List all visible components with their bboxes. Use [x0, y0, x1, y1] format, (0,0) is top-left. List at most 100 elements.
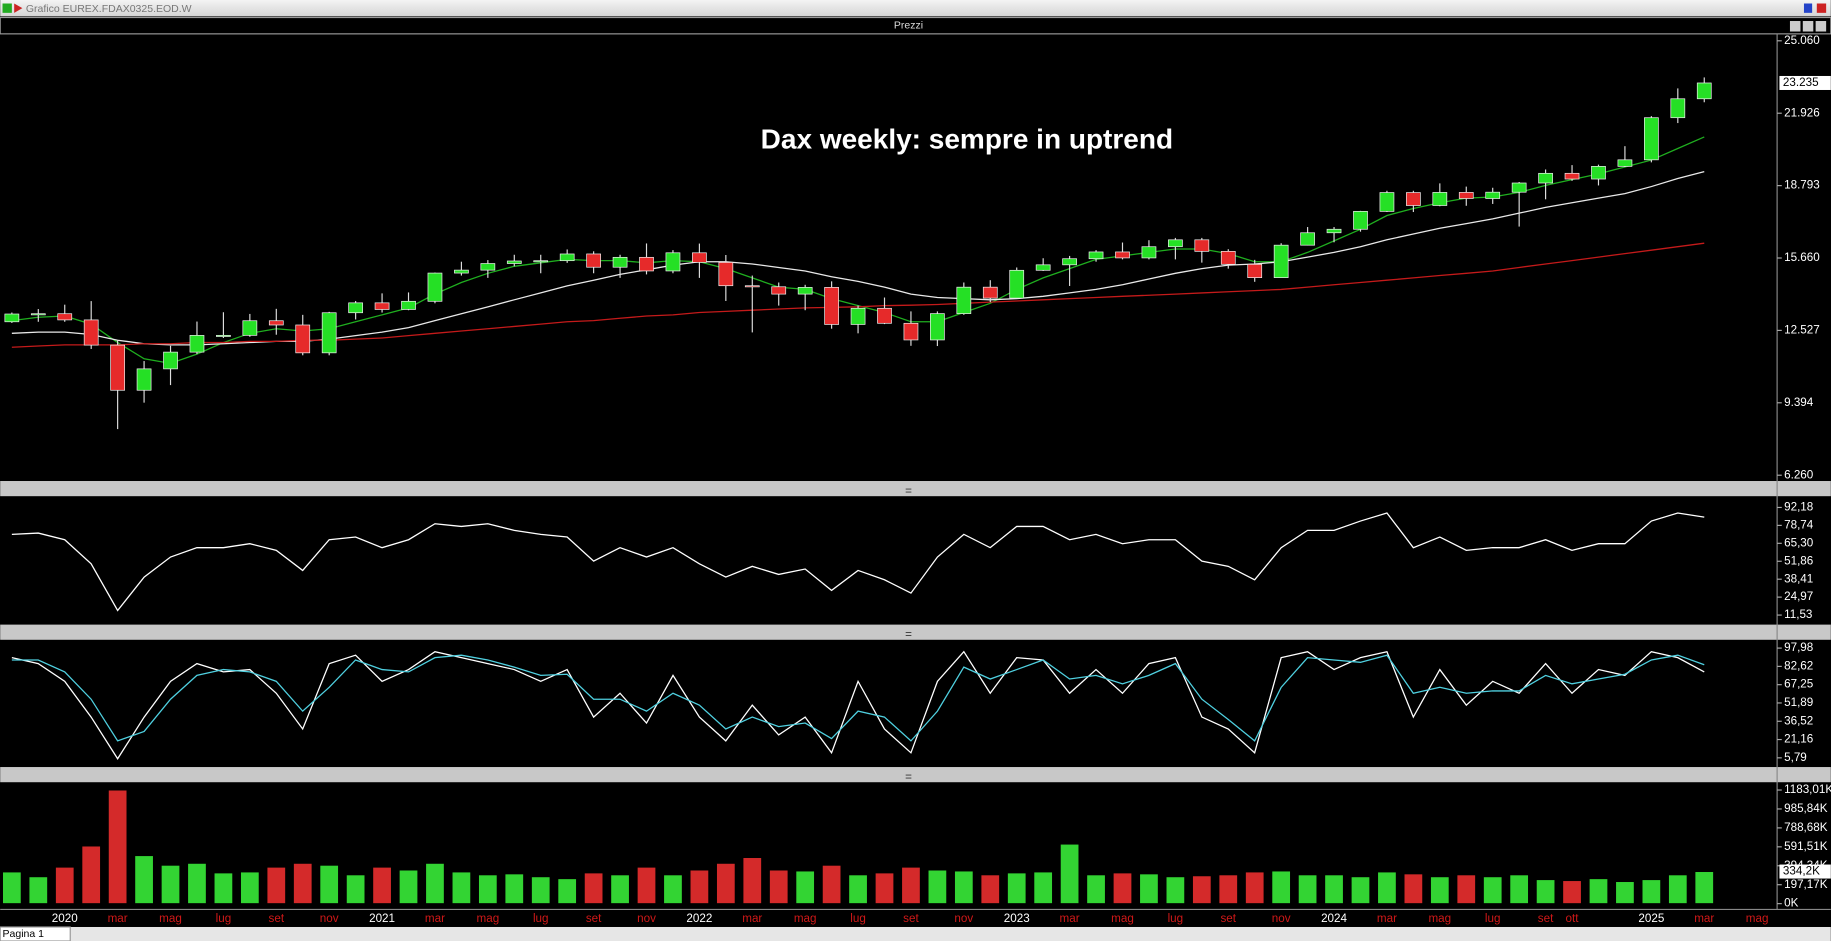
volume-bar	[663, 874, 683, 905]
x-tick-label: nov	[1272, 912, 1291, 925]
x-tick-label: set	[1220, 912, 1236, 925]
volume-bar	[292, 862, 313, 905]
window-icon	[2, 3, 12, 13]
candle-body	[1406, 192, 1421, 206]
panel-separator[interactable]	[0, 624, 1831, 640]
candle-body	[1062, 258, 1077, 266]
candle-body	[57, 313, 73, 321]
y-tick-label: 11,53	[1784, 608, 1812, 621]
candle-body	[533, 260, 549, 263]
candle-body	[268, 320, 284, 326]
window-button[interactable]	[1803, 3, 1813, 13]
volume-bar	[557, 878, 577, 905]
y-tick-label: 788,68K	[1784, 821, 1828, 834]
volume-bar	[1430, 876, 1450, 905]
candle-body	[454, 269, 469, 274]
candle-body	[771, 286, 787, 295]
x-tick-label: 2022	[686, 912, 712, 925]
y-tick-label: 15.660	[1784, 251, 1820, 264]
y-tick-label: 51,89	[1784, 696, 1813, 709]
candle-body	[1379, 192, 1395, 212]
y-tick-label: 985,84K	[1784, 802, 1828, 815]
volume-bar	[213, 872, 234, 905]
candle-body	[1300, 232, 1315, 246]
candle-body	[1326, 228, 1342, 234]
candle-body	[586, 253, 601, 268]
y-tick-label: 97,98	[1784, 641, 1813, 654]
candle-body	[506, 260, 522, 264]
volume-bar	[187, 862, 207, 905]
panel-button[interactable]	[1815, 21, 1827, 32]
x-tick-label: set	[269, 912, 285, 925]
candle-body	[216, 334, 231, 337]
volume-bar	[451, 871, 472, 905]
y-tick-label: 1183,01K	[1784, 783, 1831, 796]
x-tick-label: mag	[1428, 912, 1451, 925]
candle-body	[1644, 117, 1659, 161]
candle-body	[1194, 239, 1210, 252]
y-tick-label: 36,52	[1784, 714, 1813, 727]
y-tick-label: 591,51K	[1784, 840, 1828, 853]
line	[11, 171, 1705, 346]
volume-bar	[1192, 875, 1212, 905]
last-value-label: 334,2K	[1783, 865, 1820, 878]
candle-body	[1696, 82, 1712, 100]
y-tick-label: 25.060	[1784, 34, 1820, 47]
volume-bar	[768, 869, 789, 905]
candle-body	[559, 253, 575, 262]
x-tick-label: lug	[850, 912, 866, 925]
panel-separator[interactable]	[0, 767, 1831, 783]
volume-bar	[1456, 874, 1477, 905]
volume-bar	[1244, 871, 1265, 905]
volume-bar	[28, 876, 49, 905]
window-button[interactable]	[1816, 3, 1827, 13]
volume-bar	[81, 845, 101, 905]
candle-body	[1141, 246, 1157, 259]
candle-body	[850, 307, 866, 325]
volume-bar	[1403, 873, 1424, 905]
volume-bar	[795, 870, 815, 905]
y-tick-label: 38,41	[1784, 572, 1813, 585]
candle-body	[639, 256, 654, 272]
y-tick-label: 12.527	[1784, 323, 1820, 336]
volume-bar	[1165, 876, 1186, 905]
panel-button[interactable]	[1789, 21, 1801, 32]
volume-bar	[1694, 871, 1715, 905]
volume-bar	[610, 874, 630, 905]
page-tab-label: Pagina 1	[3, 928, 45, 940]
x-tick-label: mar	[1060, 912, 1080, 925]
page-tab[interactable]	[0, 926, 71, 941]
volume-bar	[319, 864, 339, 905]
candle-body	[427, 272, 443, 302]
x-tick-label: 2025	[1638, 912, 1664, 925]
candle-body	[718, 262, 734, 287]
y-tick-label: 51,86	[1784, 554, 1813, 567]
volume-bar	[1668, 874, 1688, 905]
volume-bar	[1139, 873, 1159, 905]
volume-bar	[54, 866, 75, 905]
volume-bar	[1482, 876, 1503, 905]
y-tick-label: 21.926	[1784, 106, 1820, 119]
candle-body	[321, 312, 337, 354]
y-tick-label: 24,97	[1784, 590, 1813, 603]
candle-body	[189, 335, 205, 353]
candle-body	[1009, 269, 1025, 299]
volume-bar	[398, 869, 419, 905]
volume-bar	[345, 874, 366, 905]
candle-body	[1168, 239, 1183, 248]
volume-bar	[1324, 874, 1344, 905]
last-value-box	[1779, 75, 1831, 90]
x-tick-label: mar	[1694, 912, 1714, 925]
volume-bar	[901, 866, 921, 905]
candle-body	[612, 256, 628, 268]
x-tick-label: 2020	[52, 912, 78, 925]
candle-body	[1273, 244, 1289, 278]
panel-separator[interactable]	[0, 481, 1831, 497]
panel-button[interactable]	[1802, 21, 1814, 32]
x-tick-label: mag	[1111, 912, 1134, 925]
candle-body	[1485, 191, 1501, 199]
candle-body	[30, 313, 46, 316]
volume-bar	[1535, 879, 1556, 905]
volume-bar	[2, 871, 22, 905]
title-bar	[0, 0, 1831, 17]
